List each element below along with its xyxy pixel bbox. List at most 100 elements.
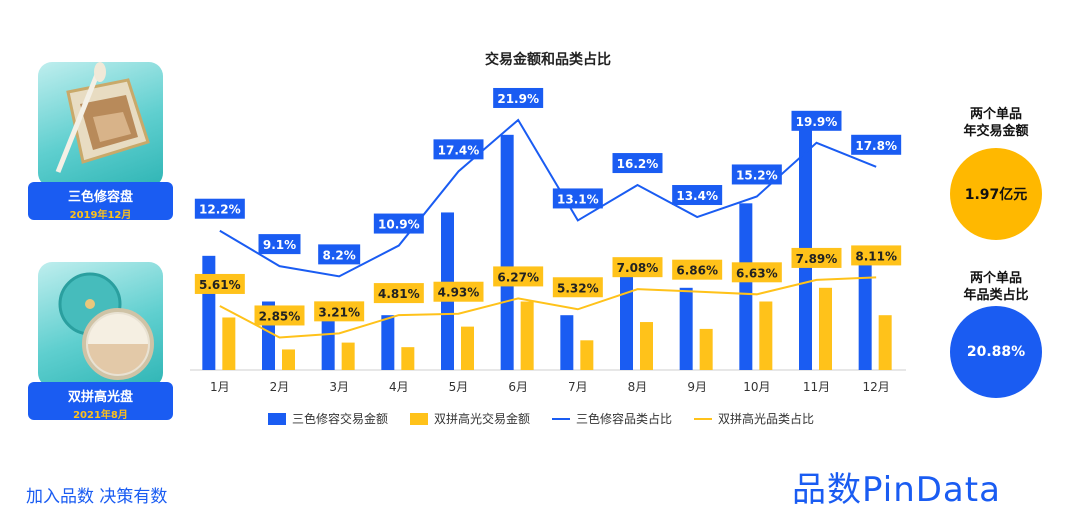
data-label-box (851, 134, 902, 155)
x-tick-label: 9月 (687, 380, 707, 394)
data-label-contour-1: 12.2% (199, 203, 241, 217)
x-tick-label: 4月 (389, 380, 409, 394)
bar-contour-7 (560, 315, 574, 370)
legend-label: 三色修容交易金额 (292, 411, 388, 426)
data-label-box (433, 281, 484, 302)
chart-title: 交易金额和品类占比 (485, 51, 611, 68)
data-label-box (552, 188, 603, 209)
x-tick-label: 5月 (449, 380, 469, 394)
product-name: 双拼高光盘 (67, 390, 133, 405)
bar-contour-12 (858, 251, 872, 370)
bar-highlighter-2 (282, 349, 295, 370)
x-tick-label: 11月 (803, 380, 830, 394)
data-label-highlighter-12: 8.11% (855, 249, 897, 263)
data-label-highlighter-1: 5.61% (199, 278, 241, 292)
data-label-box (318, 244, 361, 265)
data-label-contour-7: 13.1% (557, 192, 599, 206)
data-label-contour-6: 21.9% (497, 92, 539, 106)
data-label-box (552, 277, 603, 298)
data-label-contour-4: 10.9% (378, 218, 420, 232)
line-contour-share (219, 118, 877, 278)
kpi-value-share: 20.88% (966, 344, 1026, 360)
data-label-contour-9: 13.4% (676, 189, 718, 203)
legend-label: 三色修容品类占比 (576, 411, 672, 426)
data-label-box (433, 139, 484, 160)
data-label-highlighter-9: 6.86% (676, 264, 718, 278)
bar-contour-1 (202, 255, 216, 370)
data-label-contour-2: 9.1% (263, 238, 296, 252)
data-label-box (731, 262, 782, 283)
kpi-label-line: 年品类占比 (963, 288, 1029, 303)
kpi-label-amount: 两个单品 年交易金额 (931, 106, 1061, 140)
data-label-box (314, 301, 365, 322)
bar-highlighter-12 (878, 315, 892, 370)
data-label-contour-10: 15.2% (736, 168, 778, 182)
data-label-highlighter-10: 6.63% (736, 266, 778, 280)
footer-slogan: 加入品数 决策有数 (26, 487, 168, 507)
legend-swatch (268, 413, 286, 425)
x-tick-label: 6月 (508, 380, 528, 394)
bar-contour-10 (739, 203, 753, 370)
data-label-box (493, 266, 544, 287)
data-label-box (373, 213, 424, 234)
bar-contour-11 (799, 125, 812, 370)
bar-contour-4 (381, 315, 395, 370)
data-label-highlighter-2: 2.85% (259, 309, 301, 323)
kpi-value-amount: 1.97亿元 (964, 187, 1028, 203)
data-label-highlighter-6: 6.27% (497, 270, 539, 284)
highlighter-compact-photo (38, 262, 163, 387)
x-tick-label: 2月 (270, 380, 290, 394)
data-label-box (791, 110, 842, 131)
bar-highlighter-5 (461, 326, 474, 370)
bar-highlighter-1 (222, 317, 236, 370)
kpi-label-line: 两个单品 (969, 271, 1022, 286)
bar-contour-8 (620, 258, 633, 370)
kpi-label-share: 两个单品 年品类占比 (931, 270, 1061, 304)
x-tick-label: 1月 (210, 380, 230, 394)
data-label-box (373, 283, 424, 304)
bar-highlighter-7 (580, 340, 594, 370)
bar-highlighter-3 (341, 342, 355, 370)
data-label-highlighter-5: 4.93% (438, 286, 480, 300)
bar-contour-9 (679, 287, 693, 370)
kpi-label-line: 年交易金额 (963, 124, 1029, 139)
product-label-contour: 三色修容盘 2019年12月 (28, 182, 173, 221)
bar-highlighter-4 (401, 347, 415, 370)
x-tick-label: 7月 (568, 380, 588, 394)
data-label-box (672, 259, 723, 280)
line-highlighter-share (219, 276, 877, 339)
data-label-highlighter-8: 7.08% (617, 261, 659, 275)
kpi-circle-share: 20.88% (950, 306, 1042, 398)
data-label-box (612, 153, 663, 174)
product-date: 2019年12月 (69, 210, 132, 221)
bar-highlighter-9 (699, 328, 713, 370)
data-label-box (672, 185, 723, 206)
data-label-box (194, 198, 245, 219)
data-label-highlighter-11: 7.89% (796, 252, 838, 266)
x-tick-label: 3月 (329, 380, 349, 394)
kpi-label-line: 两个单品 (969, 107, 1022, 122)
data-label-box (612, 257, 663, 278)
data-label-box (194, 273, 245, 294)
data-label-box (791, 247, 842, 268)
brand-logo: 品数PinData (792, 470, 1001, 510)
kpi-circle-amount: 1.97亿元 (950, 148, 1042, 240)
x-tick-label: 8月 (628, 380, 648, 394)
data-label-box (731, 164, 782, 185)
data-label-contour-11: 19.9% (796, 115, 838, 129)
product-name: 三色修容盘 (67, 190, 133, 205)
x-tick-label: 12月 (863, 380, 890, 394)
data-label-contour-5: 17.4% (438, 143, 480, 157)
data-label-highlighter-3: 3.21% (318, 305, 360, 319)
legend-label: 双拼高光交易金额 (434, 411, 530, 426)
x-tick-label: 10月 (743, 380, 770, 394)
legend-swatch (410, 413, 428, 425)
bar-highlighter-6 (520, 301, 534, 370)
product-label-highlighter: 双拼高光盘 2021年8月 (28, 382, 173, 421)
data-label-box (258, 234, 301, 255)
data-label-highlighter-7: 5.32% (557, 281, 599, 295)
data-label-highlighter-4: 4.81% (378, 287, 420, 301)
bar-highlighter-10 (759, 301, 773, 370)
data-label-contour-3: 8.2% (323, 248, 356, 262)
